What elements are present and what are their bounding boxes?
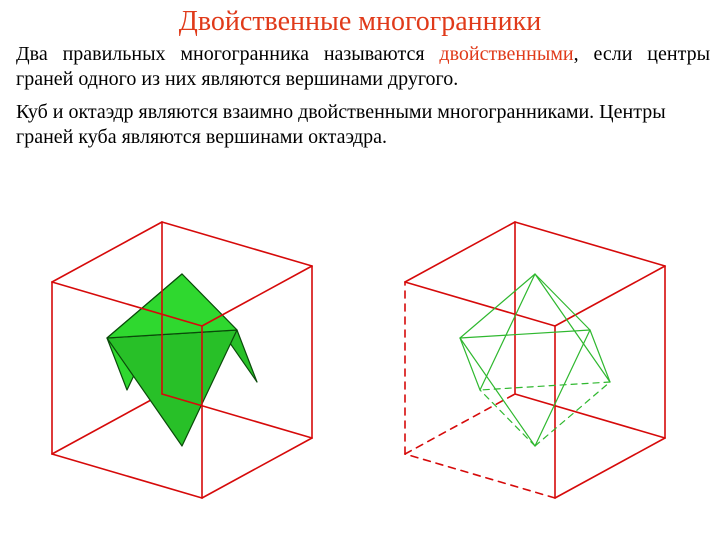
page-title: Двойственные многогранники: [0, 0, 720, 38]
figure-cube-wire-octahedron: [367, 180, 702, 520]
def-highlight: двойственными: [439, 43, 573, 65]
figure-cube-solid-octahedron: [14, 180, 349, 520]
def-pre: Два правильных многогранника называются: [16, 43, 439, 65]
definition-paragraph: Два правильных многогранника называются …: [16, 42, 712, 92]
explanation-paragraph: Куб и октаэдр являются взаимно двойствен…: [16, 100, 712, 150]
